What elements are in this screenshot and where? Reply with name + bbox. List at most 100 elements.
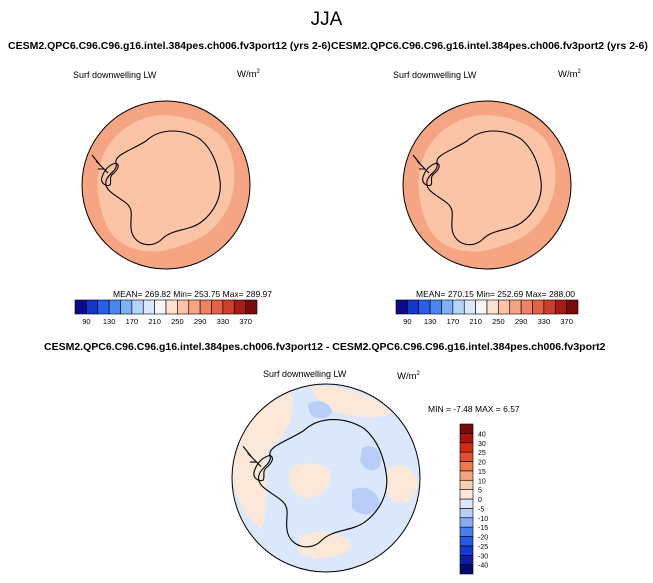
colorbar-2-swatch	[498, 299, 511, 315]
diff-colorbar-swatch	[459, 433, 474, 444]
diff-colorbar-tick-label: -25	[478, 544, 488, 551]
diff-map-positive-patch	[288, 463, 331, 499]
colorbar-1-swatch	[165, 299, 178, 315]
diff-colorbar-tick-label: 0	[478, 497, 482, 504]
colorbar-1-swatch	[154, 299, 167, 315]
diff-colorbar-swatch	[459, 517, 474, 528]
diff-colorbar-swatch	[459, 545, 474, 556]
colorbar-1-swatch	[108, 299, 121, 315]
colorbar-1-swatch	[142, 299, 155, 315]
colorbar-1-swatch	[211, 299, 224, 315]
colorbar-2-swatch	[486, 299, 499, 315]
diff-colorbar-tick-label: 10	[478, 478, 486, 485]
diff-colorbar-swatch	[459, 526, 474, 537]
figure-title: JJA	[310, 9, 343, 30]
colorbar-1-tick-label: 290	[194, 317, 207, 326]
panel-1-stats: MEAN= 269.82 Min= 253.75 Max= 289.97	[113, 289, 273, 299]
colorbar-1-swatch	[74, 299, 87, 315]
colorbar-2-tick-label: 90	[403, 317, 411, 326]
panel-1-units: W/m2	[237, 69, 260, 81]
panel-2-title: CESM2.QPC6.C96.C96.g16.intel.384pes.ch00…	[331, 40, 648, 52]
diff-colorbar-swatch	[459, 554, 474, 565]
panel-1-variable-label: Surf downwelling LW	[73, 70, 157, 80]
diff-colorbar-swatch	[459, 470, 474, 481]
colorbar-1-swatch	[97, 299, 110, 315]
colorbar-1-tick-label: 210	[148, 317, 161, 326]
diff-colorbar-swatch	[459, 442, 474, 453]
diff-colorbar-tick-label: -5	[478, 506, 484, 513]
diff-colorbar-swatch	[459, 564, 474, 575]
diff-colorbar-swatch	[459, 451, 474, 462]
diff-colorbar-tick-label: -20	[478, 535, 488, 542]
colorbar-2-swatch	[566, 299, 579, 315]
colorbar-1-tick-label: 370	[239, 317, 252, 326]
colorbar-2-tick-label: 330	[538, 317, 551, 326]
colorbar-1-swatch	[245, 299, 258, 315]
map-panel-diff	[231, 383, 421, 573]
colorbar-1-swatch	[233, 299, 246, 315]
map-panel-2	[402, 100, 572, 270]
map-panel-1	[81, 100, 251, 270]
diff-panel-units: W/m2	[397, 371, 420, 383]
diff-colorbar-swatch	[459, 489, 474, 500]
map-1-border	[81, 100, 251, 270]
colorbar-2-tick-label: 130	[424, 317, 437, 326]
colorbar-1-swatch	[177, 299, 190, 315]
colorbar-2-swatch	[395, 299, 408, 315]
panel-2-variable-label: Surf downwelling LW	[393, 70, 477, 80]
colorbar-1-swatch	[199, 299, 212, 315]
diff-map-border	[231, 383, 421, 573]
colorbar-1-tick-label: 250	[171, 317, 184, 326]
diff-colorbar-swatch	[459, 508, 474, 519]
colorbar-2-swatch	[429, 299, 442, 315]
diff-colorbar-tick-label: 40	[478, 431, 486, 438]
diff-map-positive-patch	[385, 465, 418, 504]
diff-map-positive-patch	[298, 531, 352, 559]
colorbar-2-swatch	[543, 299, 556, 315]
colorbar-2-tick-label: 170	[447, 317, 460, 326]
colorbar-1-swatch	[131, 299, 144, 315]
diff-colorbar-swatch	[459, 461, 474, 472]
diff-colorbar-tick-label: 15	[478, 469, 486, 476]
colorbar-2-swatch	[475, 299, 488, 315]
diff-colorbar-tick-label: 20	[478, 460, 486, 467]
diff-colorbar-swatch	[459, 536, 474, 547]
diff-colorbar-tick-label: 5	[478, 488, 482, 495]
diff-map-negative-patch	[360, 446, 381, 471]
colorbar-2-swatch	[407, 299, 420, 315]
colorbar-1-tick-label: 170	[126, 317, 139, 326]
colorbar-2-swatch	[463, 299, 476, 315]
diff-map-negative-patch	[308, 401, 332, 419]
colorbar-1-swatch	[86, 299, 99, 315]
diff-colorbar-tick-label: -40	[478, 563, 488, 570]
colorbar-1-tick-label: 330	[217, 317, 230, 326]
colorbar-2-swatch	[418, 299, 431, 315]
diff-panel-stats: MIN = -7.48 MAX = 6.57	[428, 404, 520, 414]
colorbar-2-swatch	[441, 299, 454, 315]
panel-1-title: CESM2.QPC6.C96.C96.g16.intel.384pes.ch00…	[8, 40, 331, 52]
colorbar-2-swatch	[520, 299, 533, 315]
diff-colorbar-swatch	[459, 479, 474, 490]
diff-panel-variable-label: Surf downwelling LW	[263, 369, 347, 379]
diff-colorbar-tick-label: 30	[478, 441, 486, 448]
diff-colorbar-tick-label: -15	[478, 525, 488, 532]
colorbar-1-tick-label: 130	[103, 317, 116, 326]
colorbar-2-swatch	[509, 299, 522, 315]
colorbar-1-swatch	[120, 299, 133, 315]
colorbar-2-tick-label: 250	[492, 317, 505, 326]
colorbar-2-tick-label: 210	[469, 317, 482, 326]
colorbar-2-tick-label: 370	[560, 317, 573, 326]
diff-colorbar-swatch	[459, 423, 474, 434]
colorbar-1-swatch	[188, 299, 201, 315]
diff-colorbar-tick-label: -30	[478, 553, 488, 560]
colorbar-2-swatch	[554, 299, 567, 315]
panel-2-stats: MEAN= 270.15 Min= 252.69 Max= 288.00	[416, 289, 576, 299]
panel-2-units: W/m2	[558, 69, 581, 81]
diff-panel-title: CESM2.QPC6.C96.C96.g16.intel.384pes.ch00…	[44, 341, 606, 353]
diff-colorbar-swatch	[459, 498, 474, 509]
colorbar-2-swatch	[532, 299, 545, 315]
map-2-border	[402, 100, 572, 270]
diff-colorbar-tick-label: -10	[478, 516, 488, 523]
colorbar-1-tick-label: 90	[82, 317, 90, 326]
